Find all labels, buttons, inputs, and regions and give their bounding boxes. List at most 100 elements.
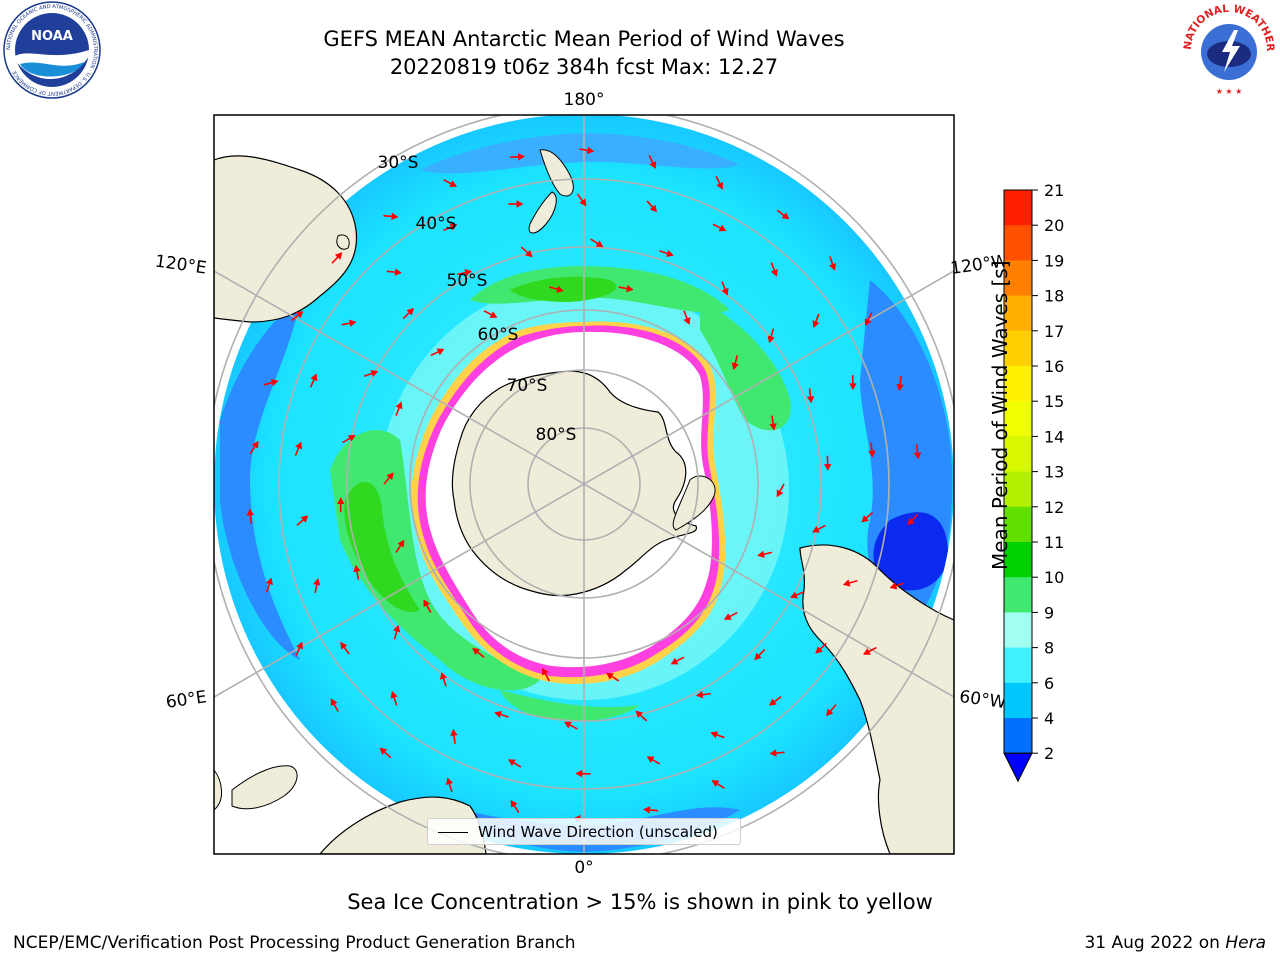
period-band-9-11s-west xyxy=(330,430,540,691)
colorbar-tick-label: 8 xyxy=(1044,639,1054,658)
wave-direction-arrowhead xyxy=(379,747,388,755)
colorbar-tick-label: 16 xyxy=(1044,357,1064,376)
colorbar-extend-arrow xyxy=(1003,752,1033,783)
credits-date-host: 31 Aug 2022 on Hera xyxy=(1084,933,1266,953)
wave-direction-arrowhead xyxy=(349,319,357,327)
wave-direction-arrowhead xyxy=(449,223,458,231)
wave-direction-arrowhead xyxy=(716,181,724,190)
wave-direction-arrowhead xyxy=(769,698,777,706)
wave-direction-arrowhead xyxy=(395,401,403,410)
lat-label-80s: 80°S xyxy=(536,425,577,445)
noaa-logo-text: NOAA xyxy=(31,29,73,44)
wave-direction-arrowhead xyxy=(391,212,399,221)
wave-direction-arrowhead xyxy=(295,441,303,450)
colorbar-bin xyxy=(1004,401,1032,437)
wave-direction-arrowhead xyxy=(334,252,343,260)
wave-direction-arrowhead xyxy=(556,285,564,293)
colorbar-bin xyxy=(1004,471,1032,508)
wave-direction-arrowhead xyxy=(823,463,832,471)
lon-label-top: 180° xyxy=(564,90,605,110)
wave-direction-arrowhead xyxy=(510,800,518,808)
chart-title: GEFS MEAN Antarctic Mean Period of Wind … xyxy=(323,27,845,51)
antarctic-peninsula xyxy=(672,475,716,531)
map-legend: Wind Wave Direction (unscaled) xyxy=(427,818,741,845)
wave-direction-arrowhead xyxy=(251,440,259,449)
wave-direction-arrowhead xyxy=(310,373,318,382)
wave-direction-arrowhead xyxy=(842,579,851,587)
wave-direction-arrowhead xyxy=(489,311,498,318)
sea-ice-note: Sea Ice Concentration > 15% is shown in … xyxy=(347,890,933,914)
wave-direction-arrowhead xyxy=(812,320,820,328)
wave-direction-arrowhead xyxy=(393,624,401,633)
colorbar-bin xyxy=(1004,506,1032,543)
wave-direction-arrowhead xyxy=(670,657,679,665)
colorbar-tick-label: 14 xyxy=(1044,427,1064,446)
wave-direction-arrowhead xyxy=(711,780,720,788)
wind-wave-arrows xyxy=(246,146,922,823)
wave-direction-arrowhead xyxy=(710,731,719,739)
new-zealand-north xyxy=(539,149,574,197)
wave-direction-arrowhead xyxy=(494,710,502,719)
wave-direction-arrowhead xyxy=(508,759,516,767)
wave-direction-arrowhead xyxy=(806,396,815,404)
colorbar-tick-label: 10 xyxy=(1044,568,1064,587)
wave-direction-arrowhead xyxy=(829,263,837,271)
australia-landmass xyxy=(214,155,358,323)
wave-direction-arrowhead xyxy=(347,435,356,442)
wave-direction-arrowhead xyxy=(889,582,898,590)
colorbar-tick-label: 21 xyxy=(1044,181,1064,200)
colorbar-bin xyxy=(1004,260,1032,297)
wave-direction-arrowhead xyxy=(913,452,922,460)
wave-direction-arrowhead xyxy=(575,769,583,778)
period-band-deep-blue xyxy=(873,512,949,591)
colorbar: 2 4 6 8 9 10 11 12 13 14 15 16 17 18 19 20 21 xyxy=(1003,181,1064,783)
colorbar-tick-label: 6 xyxy=(1044,674,1054,693)
wave-direction-arrowhead xyxy=(295,311,304,319)
wave-direction-arrowhead xyxy=(564,721,572,729)
period-band-2-4s-west xyxy=(220,300,300,660)
national-weather-service-logo-icon: NATIONAL WEATHER SERVICE ★ ★ ★ xyxy=(1178,0,1277,98)
period-band-11-12s-west xyxy=(344,481,420,612)
wave-direction-arrowhead xyxy=(757,550,765,558)
wave-direction-arrowhead xyxy=(246,508,255,516)
wave-direction-arrowhead xyxy=(516,200,524,208)
map-frame xyxy=(213,114,955,855)
period-band-2-4s-north xyxy=(420,133,740,174)
wave-direction-arrowhead xyxy=(436,348,445,356)
wave-direction-arrowhead xyxy=(812,525,820,533)
wave-direction-arrowhead xyxy=(370,369,379,377)
wave-direction-arrowhead xyxy=(826,708,834,717)
wave-direction-arrowhead xyxy=(849,383,857,391)
lon-label-upper-left: 120°E xyxy=(154,252,208,279)
wave-direction-arrowhead xyxy=(406,308,414,316)
lat-label-30s: 30°S xyxy=(378,153,419,173)
colorbar-bin xyxy=(1004,542,1032,578)
wave-direction-arrowhead xyxy=(649,161,657,169)
wave-direction-arrowhead xyxy=(718,224,727,232)
credits-date: 31 Aug 2022 on xyxy=(1084,933,1226,953)
lat-label-50s: 50°S xyxy=(447,271,488,291)
wave-direction-arrowhead xyxy=(595,240,604,248)
wave-direction-arrowhead xyxy=(724,613,732,620)
wave-direction-arrowhead xyxy=(517,153,525,161)
colorbar-tick-label: 18 xyxy=(1044,287,1064,306)
wave-direction-arrowhead xyxy=(586,146,595,155)
wave-direction-arrowhead xyxy=(525,249,533,258)
tasmania xyxy=(336,234,350,250)
lat-label-60s: 60°S xyxy=(478,325,519,345)
wave-direction-arrowhead xyxy=(472,647,480,655)
colorbar-tick-label: 4 xyxy=(1044,709,1054,728)
wave-direction-arrowhead xyxy=(353,564,361,573)
colorbar-tick-label: 9 xyxy=(1044,603,1054,622)
colorbar-bin xyxy=(1004,436,1032,473)
colorbar-label: Mean Period of Wind Waves [s] xyxy=(988,260,1012,570)
wave-direction-arrowhead xyxy=(390,691,398,699)
wave-direction-arrowhead xyxy=(397,539,405,548)
period-band-9-11s-south xyxy=(500,690,640,722)
chart-subtitle: 20220819 t06z 384h fcst Max: 12.27 xyxy=(389,55,779,79)
madagascar xyxy=(231,765,298,810)
wave-direction-arrowhead xyxy=(781,212,790,220)
colorbar-tick-label: 19 xyxy=(1044,251,1064,270)
colorbar-tick-label: 17 xyxy=(1044,322,1064,341)
